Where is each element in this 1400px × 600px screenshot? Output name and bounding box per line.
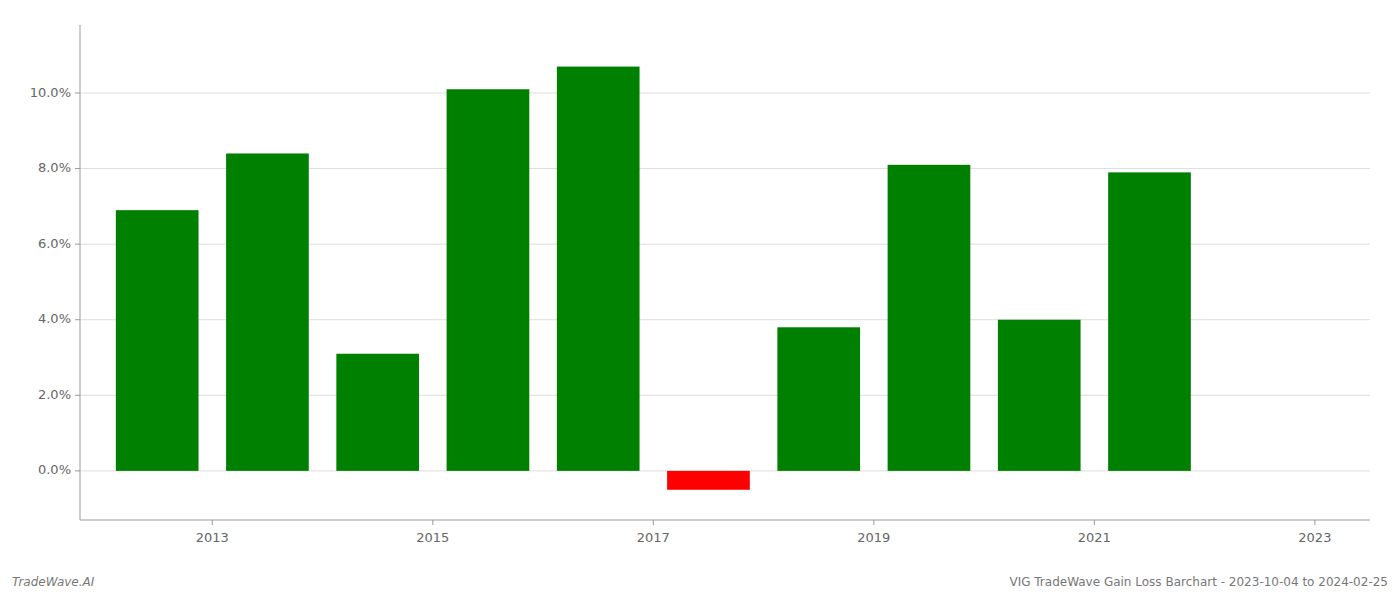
footer-note: VIG TradeWave Gain Loss Barchart - 2023-…	[1009, 575, 1388, 589]
y-grid	[80, 93, 1370, 471]
bar	[667, 471, 750, 490]
x-tick	[1314, 520, 1315, 525]
bar	[447, 89, 530, 471]
y-tick-label: 4.0%	[38, 311, 71, 326]
y-tick-label: 2.0%	[38, 387, 71, 402]
y-tick	[75, 93, 80, 94]
y-tick	[75, 244, 80, 245]
x-tick-label: 2015	[416, 530, 449, 545]
bar	[998, 320, 1081, 471]
chart: 0.0% 2.0% 4.0% 6.0% 8.0% 10.0% 2013 2015 2017 201…	[0, 0, 1400, 600]
x-tick-label: 2013	[196, 530, 229, 545]
y-tick-label: 6.0%	[38, 236, 71, 251]
y-tick	[75, 395, 80, 396]
y-axis-line	[80, 25, 81, 520]
x-tick	[873, 520, 874, 525]
y-tick	[75, 319, 80, 320]
bar	[336, 354, 419, 471]
x-tick	[212, 520, 213, 525]
bar	[116, 210, 199, 471]
x-tick	[1094, 520, 1095, 525]
y-tick	[75, 168, 80, 169]
x-tick	[653, 520, 654, 525]
x-axis-line	[80, 520, 1370, 521]
grid-line	[80, 93, 1370, 94]
bar	[888, 165, 971, 471]
bar	[226, 153, 309, 470]
y-tick	[75, 470, 80, 471]
bar	[557, 67, 640, 471]
y-tick-label: 10.0%	[30, 85, 71, 100]
bar	[777, 327, 860, 471]
bars	[116, 67, 1191, 490]
y-tick-label: 0.0%	[38, 462, 71, 477]
x-tick-label: 2023	[1298, 530, 1331, 545]
x-tick-label: 2019	[857, 530, 890, 545]
footer-note: TradeWave.AI	[12, 575, 95, 589]
y-tick-label: 8.0%	[38, 160, 71, 175]
x-tick-label: 2017	[637, 530, 670, 545]
x-tick-label: 2021	[1078, 530, 1111, 545]
x-tick	[432, 520, 433, 525]
bar	[1108, 172, 1191, 471]
